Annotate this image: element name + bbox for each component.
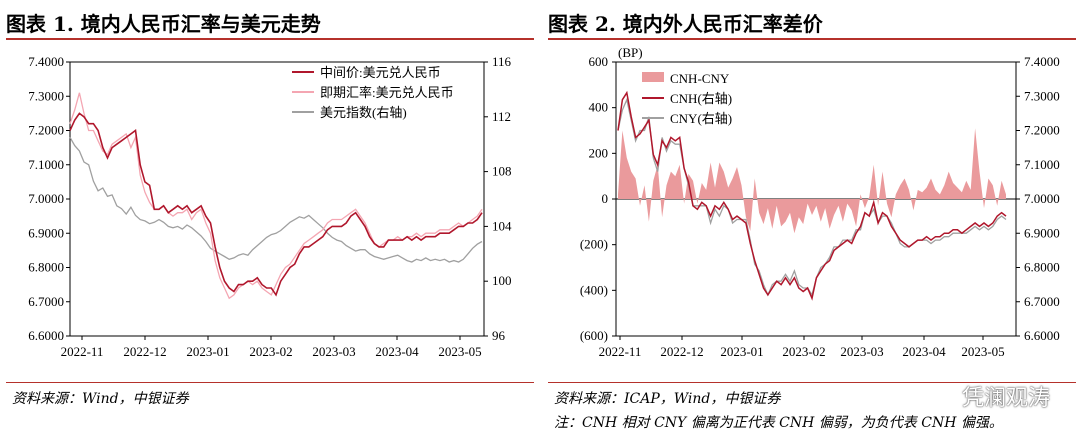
right-yr-tick-label-2: 6.8000	[1024, 260, 1060, 275]
left-series-line-0	[69, 112, 483, 297]
left-yr-tick-label-5: 116	[492, 54, 512, 69]
right-chart-panel: 图表 2. 境内外人民币汇率差价 (600) (400) (200) 0 200 400 6…	[542, 0, 1080, 442]
right-legend-label-2: CNY(右轴)	[670, 111, 732, 126]
right-source-note: 资料来源：ICAP，Wind，中银证券	[554, 391, 781, 407]
left-yl-tick-label-2: 6.8000	[28, 260, 64, 275]
right-x-tick-label-6: 2023-05	[961, 344, 1004, 359]
left-source-rule	[6, 382, 534, 383]
left-yr-tick-label-1: 100	[492, 273, 512, 288]
left-yl-tick-label-5: 7.1000	[28, 157, 64, 172]
left-plot-frame	[69, 61, 485, 337]
right-x-tick-label-4: 2023-03	[840, 344, 883, 359]
right-yr-tick-label-5: 7.1000	[1024, 157, 1060, 172]
right-yr-tick-label-4: 7.0000	[1024, 191, 1060, 206]
right-yr-tick-label-8: 7.4000	[1024, 54, 1060, 69]
left-chart-title: 图表 1. 境内人民币汇率与美元走势	[6, 12, 321, 36]
left-yl-tick-label-6: 7.2000	[28, 123, 64, 138]
right-x-tick-label-3: 2023-02	[782, 344, 825, 359]
right-source-rule	[548, 382, 1076, 383]
right-yl-tick-label-4: 200	[589, 145, 609, 160]
right-area-chart: (600) (400) (200) 0 200 400 600 6.6000 6.7000 6.8…	[580, 45, 1060, 359]
left-series-line-1	[69, 92, 483, 300]
left-yl-tick-label-8: 7.4000	[28, 54, 64, 69]
right-yl-tick-label-5: 400	[589, 100, 609, 115]
left-x-tick-label-6: 2023-05	[438, 344, 481, 359]
left-x-tick-label-3: 2023-02	[249, 344, 292, 359]
left-yl-tick-label-0: 6.6000	[28, 328, 64, 343]
right-yr-tick-label-7: 7.3000	[1024, 88, 1060, 103]
left-yl-tick-label-7: 7.3000	[28, 88, 64, 103]
right-area-cnh-cny	[618, 128, 1006, 234]
left-x-tick-label-2: 2023-01	[186, 344, 229, 359]
right-yr-tick-label-0: 6.6000	[1024, 328, 1060, 343]
right-yr-tick-label-3: 6.9000	[1024, 225, 1060, 240]
left-x-tick-label-5: 2023-04	[375, 344, 419, 359]
left-title-rule	[6, 38, 534, 40]
left-source-note: 资料来源：Wind，中银证券	[12, 391, 189, 407]
left-x-tick-label-0: 2022-11	[61, 344, 104, 359]
right-x-tick-label-1: 2022-12	[660, 344, 703, 359]
right-x-tick-label-5: 2023-04	[902, 344, 946, 359]
left-legend-label-2: 美元指数(右轴)	[320, 105, 407, 120]
right-title-rule	[548, 38, 1076, 40]
left-x-tick-label-1: 2022-12	[123, 344, 166, 359]
left-line-chart: 6.6000 6.7000 6.8000 6.9000 7.0000 7.1000 7.20…	[28, 54, 512, 359]
left-yl-tick-label-3: 6.9000	[28, 225, 64, 240]
left-legend-label-1: 即期汇率:美元兑人民币	[320, 85, 454, 100]
right-yr-tick-label-1: 6.7000	[1024, 294, 1060, 309]
right-legend-label-0: CNH-CNY	[670, 71, 730, 86]
left-yl-tick-label-4: 7.0000	[28, 191, 64, 206]
right-legend-label-1: CNH(右轴)	[670, 91, 732, 106]
left-legend-label-0: 中间价:美元兑人民币	[320, 65, 441, 80]
left-yr-tick-label-2: 104	[492, 218, 512, 233]
right-yl-tick-label-3: 0	[602, 191, 609, 206]
left-yr-tick-label-4: 112	[492, 109, 511, 124]
right-yl-tick-label-0: (600)	[580, 328, 608, 343]
left-series-line-2	[69, 136, 483, 263]
right-yr-tick-label-6: 7.2000	[1024, 123, 1060, 138]
right-series-line-1	[617, 90, 1007, 301]
right-yl-tick-label-2: (200)	[580, 237, 608, 252]
left-x-tick-label-4: 2023-03	[312, 344, 355, 359]
right-footnote: 注：CNH 相对 CNY 偏离为正代表 CNH 偏弱，为负代表 CNH 偏强。	[554, 415, 1003, 431]
left-chart-panel: 图表 1. 境内人民币汇率与美元走势 6.6000 6.7000 6.8000 6.9…	[0, 0, 538, 442]
right-yl-tick-label-1: (400)	[580, 282, 608, 297]
right-y-axis-unit: (BP)	[618, 45, 643, 60]
left-yr-tick-label-3: 108	[492, 164, 512, 179]
right-x-tick-label-2: 2023-01	[720, 344, 763, 359]
left-yl-tick-label-1: 6.7000	[28, 294, 64, 309]
left-yr-tick-label-0: 96	[492, 328, 506, 343]
right-legend-swatch-0	[642, 72, 664, 82]
watermark-text: 凭澜观涛	[961, 386, 1050, 411]
right-yl-tick-label-6: 600	[589, 54, 609, 69]
right-x-tick-label-0: 2022-11	[599, 344, 642, 359]
right-chart-title: 图表 2. 境内外人民币汇率差价	[548, 12, 823, 36]
